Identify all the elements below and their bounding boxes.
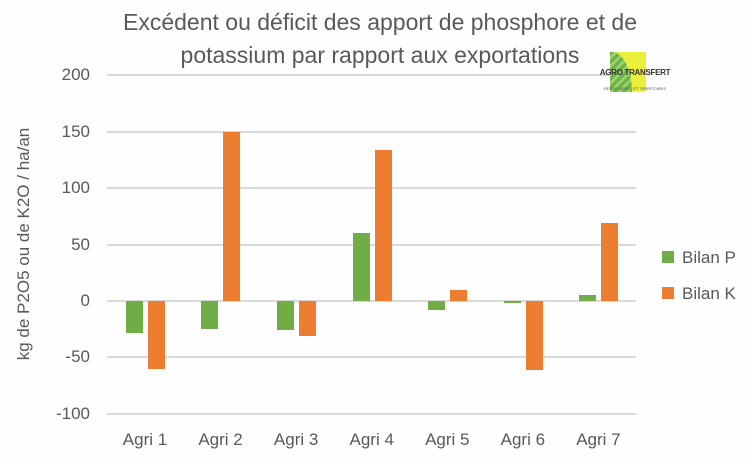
chart-title-line-1: Excédent ou déficit des apport de phosph… [122, 9, 638, 35]
bar-bilan-k-agri-2 [223, 131, 241, 301]
legend-item-bilan-p: Bilan P [662, 248, 736, 268]
gridline [107, 412, 636, 415]
bar-bilan-k-agri-7 [601, 223, 619, 301]
y-tick-label: 0 [80, 291, 90, 310]
bar-bilan-p-agri-7 [579, 295, 597, 301]
bar-bilan-k-agri-6 [525, 301, 543, 370]
bar-bilan-k-agri-4 [374, 149, 392, 301]
chart-title: Excédent ou déficit des apport de phosph… [60, 6, 700, 72]
legend-item-bilan-k: Bilan K [662, 284, 736, 304]
legend-swatch-p [662, 250, 674, 263]
bar-bilan-k-agri-1 [147, 301, 165, 369]
x-tick-label: Agri 5 [425, 430, 470, 449]
gridline [107, 74, 636, 77]
gridline [107, 356, 636, 359]
bar-bilan-k-agri-3 [298, 301, 316, 336]
bar-bilan-p-agri-6 [503, 301, 521, 303]
x-tick-label: Agri 2 [198, 430, 243, 449]
x-tick-label: Agri 4 [349, 430, 394, 449]
bar-bilan-p-agri-5 [428, 301, 446, 311]
agro-transfert-logo: AGRO TRANSFERT RESSOURCES ET TERRITOIRES [596, 52, 674, 96]
logo-name: AGRO TRANSFERT [599, 68, 671, 77]
legend-label-k: Bilan K [682, 284, 736, 303]
legend-label-p: Bilan P [682, 248, 736, 267]
bar-bilan-p-agri-2 [201, 301, 219, 330]
gridline [107, 130, 636, 133]
bar-bilan-k-agri-5 [450, 289, 468, 301]
gridline [107, 300, 636, 302]
bar-bilan-p-agri-3 [276, 301, 294, 331]
y-tick-label: 50 [71, 234, 90, 254]
x-tick-label: Agri 3 [273, 430, 319, 449]
x-tick-label: Agri 7 [576, 430, 621, 449]
y-tick-label: -50 [65, 347, 90, 367]
x-tick-label: Agri 6 [500, 430, 546, 449]
legend-swatch-k [662, 286, 674, 299]
x-tick-label: Agri 1 [122, 430, 168, 449]
chart-title-line-2: potassium par rapport aux exportations [180, 42, 580, 68]
y-tick-label: 150 [61, 121, 90, 141]
y-tick-label: 100 [61, 178, 90, 198]
gridline [107, 187, 636, 190]
gridline [107, 243, 636, 246]
logo-subtitle: RESSOURCES ET TERRITOIRES [603, 86, 666, 91]
y-tick-label: -100 [55, 403, 90, 423]
logo-square-icon [610, 52, 646, 92]
y-axis-label-text: kg de P2O5 ou de K2O / ha/an [14, 127, 33, 361]
bar-bilan-p-agri-4 [352, 233, 370, 301]
y-tick-label: 200 [61, 65, 90, 85]
bar-bilan-p-agri-1 [125, 301, 143, 333]
